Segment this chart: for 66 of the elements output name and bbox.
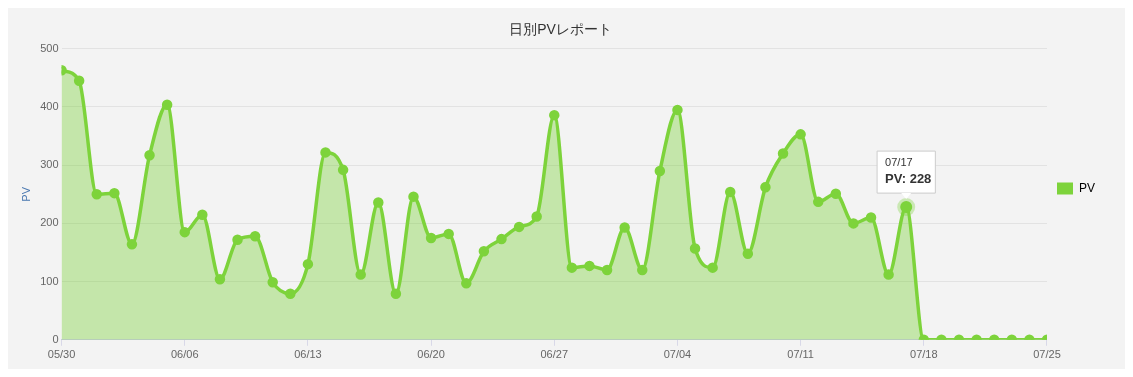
point [161,99,173,110]
point [513,221,525,233]
point [144,150,155,161]
point [777,148,789,159]
point [619,222,630,233]
point [531,211,542,222]
point [355,269,366,280]
point [601,264,613,276]
point [408,191,419,202]
point [214,274,226,285]
point [337,164,349,176]
point [285,288,296,300]
point [267,276,278,288]
point [390,288,402,300]
point [865,212,877,223]
point [302,258,314,270]
point [126,239,138,250]
point [742,248,754,259]
point [109,187,120,199]
point [584,260,595,272]
point [232,234,243,245]
point [197,209,208,220]
point [654,165,666,177]
point [672,104,683,116]
point [689,243,701,254]
x-tick-label: 07/25 [1033,348,1061,361]
point [830,188,842,199]
x-tick-label: 06/13 [294,348,322,361]
point [549,109,560,121]
x-tick-label: 07/11 [787,348,814,361]
point [320,147,331,158]
point [443,228,454,240]
x-tick-label: 05/30 [47,348,76,361]
point [461,278,472,289]
point [724,186,736,198]
y-tick-label: 500 [40,41,59,54]
point [179,226,190,238]
x-tick-label: 07/18 [910,348,938,361]
y-axis-title: PV [19,186,32,202]
point [566,262,578,273]
point [812,196,824,208]
x-tick-label: 07/04 [663,348,692,361]
annotation: 07/17 PV: 228 [885,155,932,187]
point [848,218,859,229]
point [249,230,261,242]
point [478,246,490,257]
y-tick-label: 300 [40,158,59,171]
point [637,264,648,276]
point [91,189,102,200]
legend-label: PV [1078,180,1096,195]
x-tick-label: 06/20 [417,348,445,361]
y-tick-label: 200 [40,216,59,229]
chart-title: 日別PVレポート [509,21,612,38]
y-tick-label: 400 [40,100,59,113]
point [760,182,771,193]
point [373,197,384,208]
point [73,75,85,87]
point [883,269,894,280]
point [425,232,437,244]
x-tick-label: 06/06 [170,348,199,361]
x-tick-label: 06/27 [540,348,569,361]
point [496,233,507,245]
point [707,262,718,273]
y-tick-label: 0 [52,332,59,345]
point [795,129,806,140]
y-tick-label: 100 [40,274,59,287]
